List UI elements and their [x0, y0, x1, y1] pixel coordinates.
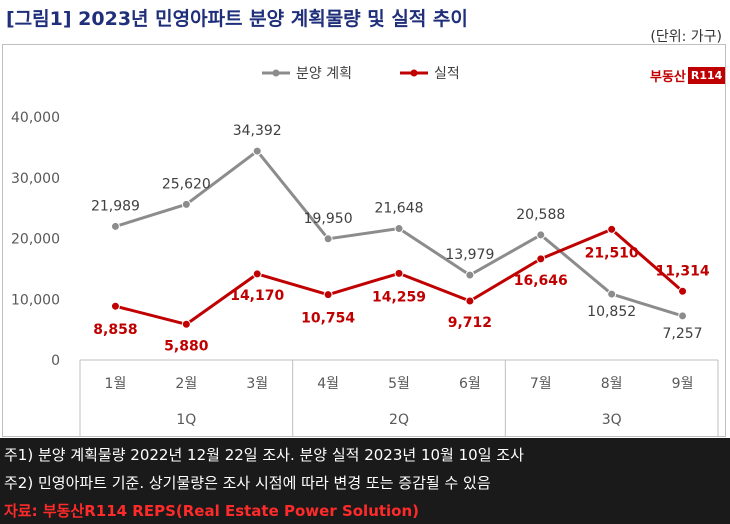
data-point — [110, 221, 120, 231]
data-point — [607, 224, 617, 234]
x-tick-label: 3월 — [246, 376, 268, 392]
y-tick-label: 20,000 — [11, 232, 60, 248]
data-point — [252, 269, 262, 279]
x-tick-label: 6월 — [459, 376, 481, 392]
data-point — [394, 223, 404, 233]
data-label: 21,510 — [585, 245, 639, 261]
data-label: 14,259 — [372, 289, 426, 305]
data-label: 21,648 — [375, 200, 424, 216]
y-tick-label: 30,000 — [11, 171, 60, 187]
data-label: 34,392 — [233, 123, 282, 139]
unit-label: (단위: 가구) — [650, 29, 722, 45]
data-point — [394, 268, 404, 278]
notes-footer: 주1) 분양 계획물량 2022년 12월 22일 조사. 분양 실적 2023… — [0, 438, 730, 524]
source-note: 자료: 부동산R114 REPS(Real Estate Power Solut… — [4, 502, 420, 520]
chart-area — [2, 44, 726, 437]
data-point — [465, 296, 475, 306]
x-tick-label: 2월 — [175, 376, 197, 392]
chart-svg: 0 10,000 20,000 30,000 40,000 1Q 2Q 3Q 1월 2월 3월 4월 5… — [11, 66, 719, 436]
data-label: 21,989 — [91, 198, 140, 214]
data-point — [181, 199, 191, 209]
note-2: 주2) 민영아파트 기준. 상기물량은 조사 시점에 따라 변경 또는 증감될 … — [4, 474, 491, 492]
brand-box: R114 — [687, 67, 726, 84]
data-point — [323, 290, 333, 300]
x-tick-label: 5월 — [388, 376, 410, 392]
x-tick-label: 7월 — [530, 376, 552, 392]
group-label: 2Q — [389, 412, 409, 428]
data-label: 19,950 — [304, 211, 353, 227]
brand-logo: 부동산 R114 — [650, 66, 726, 85]
data-label: 14,170 — [230, 288, 284, 304]
data-point — [110, 301, 120, 311]
data-point — [678, 311, 688, 321]
data-label: 13,979 — [445, 247, 494, 263]
data-label: 5,880 — [164, 338, 209, 354]
data-label: 16,646 — [514, 273, 568, 289]
x-tick-label: 4월 — [317, 376, 339, 392]
data-label: 11,314 — [656, 263, 710, 279]
y-tick-label: 10,000 — [11, 292, 60, 308]
legend-marker — [272, 69, 280, 77]
data-label: 9,712 — [448, 315, 492, 331]
data-point — [181, 319, 191, 329]
group-label: 3Q — [602, 412, 622, 428]
legend-label: 실적 — [434, 66, 460, 82]
x-tick-label: 1월 — [105, 376, 127, 392]
data-label: 8,858 — [93, 322, 137, 338]
data-label: 7,257 — [663, 326, 703, 342]
data-point — [252, 146, 262, 156]
y-tick-label: 0 — [51, 353, 60, 369]
data-point — [607, 289, 617, 299]
x-tick-label: 9월 — [672, 376, 694, 392]
data-label: 20,588 — [516, 207, 565, 223]
data-point — [678, 286, 688, 296]
data-label: 10,754 — [301, 311, 355, 327]
data-point — [323, 234, 333, 244]
y-tick-label: 40,000 — [11, 110, 60, 126]
legend-marker — [410, 69, 418, 77]
data-label: 25,620 — [162, 176, 211, 192]
brand-text: 부동산 — [650, 70, 686, 85]
group-label: 1Q — [176, 412, 196, 428]
data-label: 10,852 — [587, 304, 636, 320]
page-title: [그림1] 2023년 민영아파트 분양 계획물량 및 실적 추이 — [6, 8, 468, 30]
data-point — [465, 270, 475, 280]
data-point — [536, 254, 546, 264]
x-tick-label: 8월 — [601, 376, 623, 392]
note-1: 주1) 분양 계획물량 2022년 12월 22일 조사. 분양 실적 2023… — [4, 446, 524, 464]
legend-label: 분양 계획 — [296, 66, 352, 82]
data-point — [536, 230, 546, 240]
